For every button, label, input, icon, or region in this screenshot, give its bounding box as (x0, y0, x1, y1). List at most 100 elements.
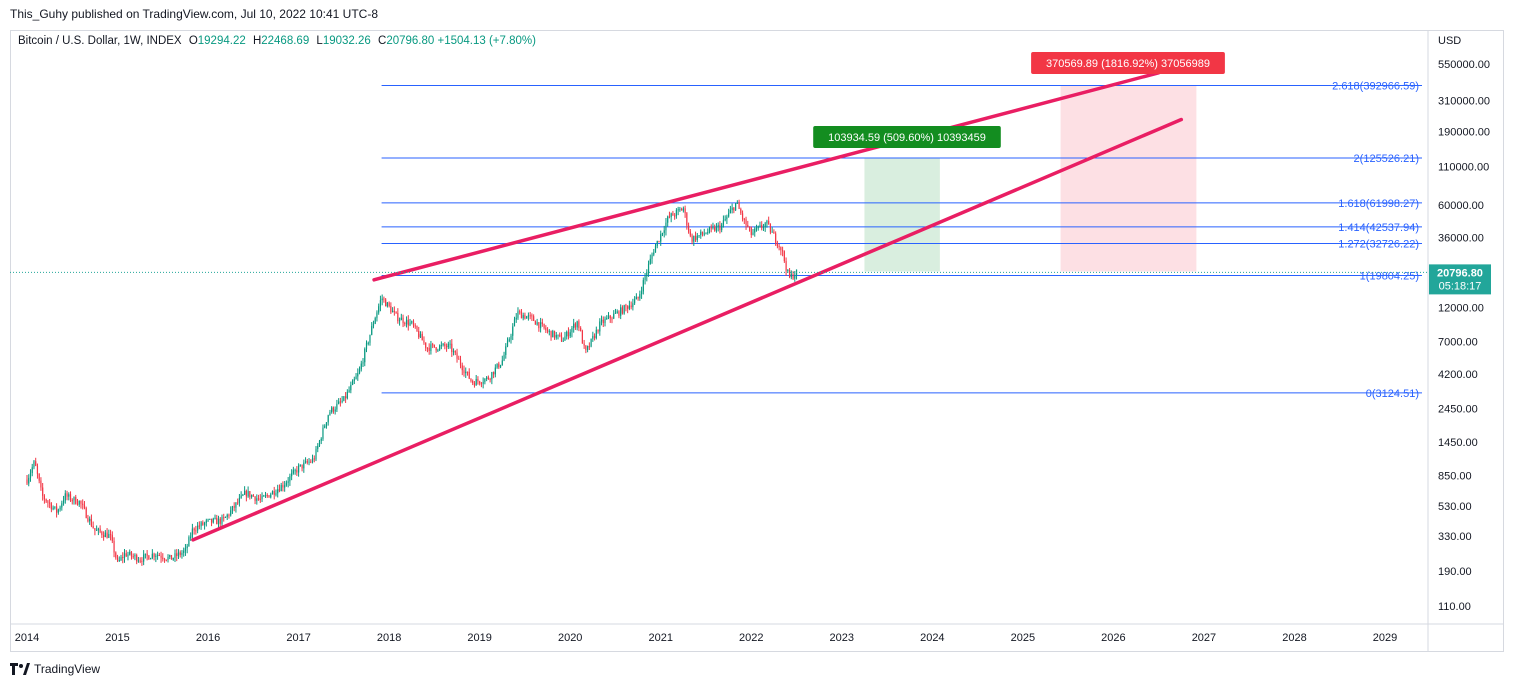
candle-body-414 (747, 225, 749, 227)
candle-body-73 (153, 553, 155, 557)
candle-body-246 (454, 351, 456, 353)
candle-body-59 (129, 551, 131, 555)
candle-body-85 (174, 553, 176, 559)
candle-body-81 (167, 556, 169, 560)
high-label: H (252, 35, 262, 47)
candle-body-258 (475, 379, 477, 386)
time-tick-2015: 2015 (105, 632, 129, 644)
tradingview-brand: TradingView (34, 662, 101, 676)
candle-body-386 (698, 235, 700, 237)
candle-body-398 (719, 225, 721, 231)
price-tick-4: 60000.00 (1438, 200, 1484, 212)
candle-body-245 (452, 351, 455, 353)
candle-body-244 (451, 343, 453, 353)
candle-body-358 (649, 258, 651, 265)
loss-badge: 370569.89 (1816.92%) 37056989 (1046, 58, 1210, 70)
candle-body-102 (203, 522, 206, 525)
time-tick-2022: 2022 (739, 632, 763, 644)
candle-body-281 (515, 317, 517, 320)
candle-body-253 (466, 371, 469, 373)
candle-body-143 (275, 493, 277, 495)
candle-body-440 (792, 274, 794, 279)
candle-body-50 (113, 540, 115, 553)
candle-body-370 (670, 213, 672, 218)
candle-body-321 (585, 345, 587, 350)
fib-label-2: 2(125526.21) (1354, 153, 1419, 165)
candle-body-201 (376, 312, 378, 319)
candle-body-268 (492, 372, 495, 375)
candle-body-93 (188, 537, 190, 547)
time-tick-2029: 2029 (1373, 632, 1397, 644)
candle-body-144 (277, 489, 279, 494)
candle-body-383 (693, 236, 695, 242)
candle-body-265 (487, 377, 489, 379)
candle-body-224 (416, 325, 418, 332)
candle-body-338 (614, 312, 617, 314)
candle-body-334 (607, 315, 610, 319)
candle-body-263 (484, 378, 486, 383)
candle-body-179 (338, 401, 340, 404)
candle-body-390 (705, 233, 707, 235)
candle-body-344 (625, 305, 627, 307)
time-tick-2026: 2026 (1101, 632, 1125, 644)
open-label: O (188, 35, 198, 47)
candle-body-267 (491, 372, 493, 380)
candle-body-387 (700, 231, 702, 236)
candle-body-380 (687, 225, 690, 232)
candle-body-30 (78, 501, 80, 505)
candle-body-256 (472, 381, 474, 384)
candle-body-177 (334, 409, 336, 412)
candle-body-176 (332, 407, 335, 412)
candle-body-227 (421, 333, 423, 341)
candle-body-182 (343, 396, 345, 401)
candle-body-362 (656, 241, 658, 246)
candle-body-218 (405, 319, 408, 325)
candle-body-54 (120, 557, 122, 561)
candle-body-178 (336, 403, 338, 410)
candle-body-269 (494, 367, 496, 375)
candle-body-58 (127, 554, 129, 557)
fib-label-1.272: 1.272(32726.22) (1338, 239, 1419, 251)
candle-body-372 (674, 215, 676, 217)
candle-body-152 (291, 473, 293, 477)
candle-body-395 (714, 227, 716, 231)
candle-body-433 (780, 246, 782, 251)
time-tick-2020: 2020 (558, 632, 582, 644)
candle-body-295 (540, 322, 542, 329)
price-tick-13: 330.00 (1438, 531, 1472, 543)
candle-body-165 (313, 458, 315, 460)
candle-body-158 (301, 464, 303, 469)
candle-body-171 (324, 426, 326, 428)
candle-body-346 (628, 305, 630, 309)
candle-body-360 (653, 252, 655, 255)
currency-label[interactable]: USD (1438, 35, 1462, 47)
candle-body-328 (597, 329, 599, 332)
candle-body-162 (308, 461, 310, 463)
candle-body-312 (569, 332, 571, 337)
candle-body-38 (92, 525, 94, 529)
candle-body-262 (482, 382, 484, 384)
candle-body-300 (548, 330, 550, 332)
candle-body-283 (519, 311, 521, 313)
candle-body-264 (486, 377, 488, 379)
candle-body-247 (456, 352, 458, 359)
candle-body-190 (357, 373, 359, 377)
candle-body-60 (130, 551, 133, 557)
candle-body-313 (571, 328, 573, 333)
candle-body-394 (712, 227, 714, 229)
candle-body-336 (611, 318, 613, 320)
candle-body-342 (621, 307, 624, 314)
candle-body-303 (553, 330, 556, 338)
candle-body-23 (66, 493, 68, 497)
tradingview-footer[interactable]: TradingView (10, 662, 100, 676)
candle-body-198 (371, 326, 373, 335)
candle-body-196 (367, 342, 369, 344)
candle-body-278 (510, 335, 512, 340)
candle-body-199 (372, 323, 375, 327)
candle-body-82 (169, 554, 171, 557)
candle-body-381 (689, 231, 691, 236)
candle-body-98 (197, 525, 199, 531)
candle-body-11 (45, 499, 47, 502)
candle-body-212 (395, 311, 397, 313)
